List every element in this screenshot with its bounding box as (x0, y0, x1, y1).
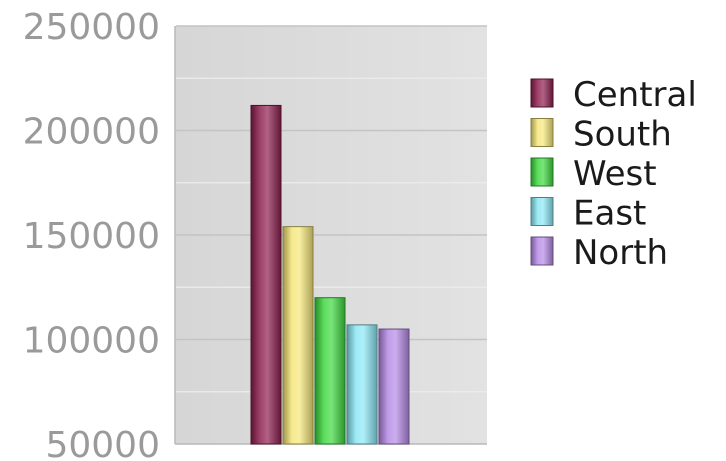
legend-label-central: Central (573, 75, 697, 115)
bar-west (314, 297, 346, 445)
legend-swatch-central (530, 78, 554, 108)
y-tick-label: 250000 (23, 7, 160, 48)
y-tick-label: 100000 (23, 321, 160, 362)
legend-swatch-west (530, 157, 554, 187)
legend-swatch-north (530, 236, 554, 266)
bar-east (346, 324, 378, 445)
bar-south (282, 226, 314, 445)
bars (250, 104, 410, 445)
y-tick-label: 200000 (23, 112, 160, 153)
legend-label-north: North (573, 233, 668, 273)
legend-swatch-south (530, 118, 554, 147)
y-tick-label: 150000 (23, 216, 160, 257)
y-axis-ticks: 50000 100000 150000 200000 250000 (23, 7, 160, 461)
bar-central (250, 104, 282, 445)
bar-north (378, 328, 410, 445)
legend-label-west: West (573, 154, 657, 194)
legend-label-south: South (573, 115, 672, 155)
legend-swatch-east (530, 197, 554, 226)
legend-label-east: East (573, 194, 646, 234)
y-tick-label: 50000 (45, 425, 160, 461)
